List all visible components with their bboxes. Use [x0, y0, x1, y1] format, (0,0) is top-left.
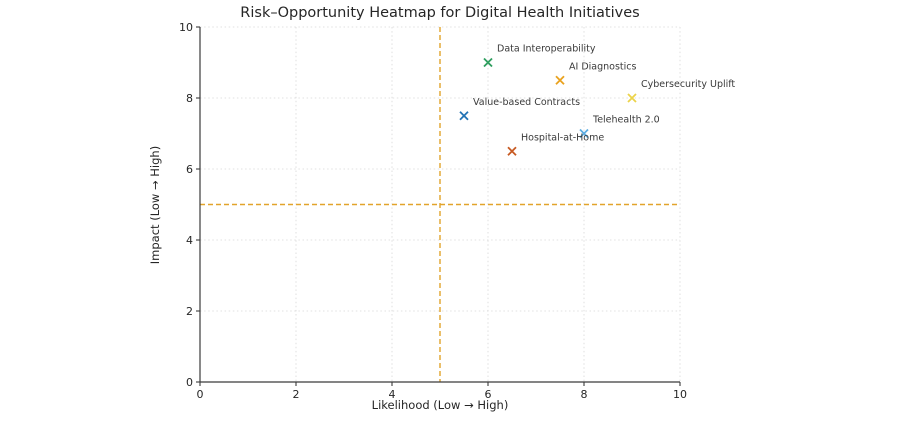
data-point-label: Data Interoperability [497, 44, 596, 55]
data-point-marker [627, 93, 637, 103]
x-tick-label: 4 [389, 388, 396, 401]
data-point-marker [579, 128, 589, 139]
data-point-label: Hospital-at-Home [521, 132, 604, 143]
data-point-marker [483, 57, 493, 68]
data-point-marker [507, 146, 517, 156]
chart-title: Risk–Opportunity Heatmap for Digital Hea… [240, 5, 640, 21]
y-tick-label: 6 [186, 163, 193, 176]
data-point-label: Cybersecurity Uplift [641, 79, 735, 90]
data-point-label: Telehealth 2.0 [592, 115, 660, 126]
x-tick-label: 6 [485, 388, 492, 401]
data-point-label: AI Diagnostics [569, 61, 636, 72]
x-axis-label: Likelihood (Low → High) [371, 398, 509, 412]
y-tick-label: 10 [179, 21, 193, 34]
x-tick-label: 10 [673, 388, 687, 401]
data-point-label: Value-based Contracts [473, 97, 580, 108]
x-tick-label: 2 [293, 388, 300, 401]
data-point-marker [555, 75, 565, 85]
x-tick-label: 0 [197, 388, 204, 401]
y-tick-label: 8 [186, 92, 193, 105]
data-point-marker [459, 111, 469, 121]
y-tick-label: 0 [186, 376, 193, 389]
y-tick-label: 2 [186, 305, 193, 318]
y-axis-label: Impact (Low → High) [148, 145, 162, 265]
x-tick-label: 8 [581, 388, 588, 401]
y-tick-label: 4 [186, 234, 193, 247]
